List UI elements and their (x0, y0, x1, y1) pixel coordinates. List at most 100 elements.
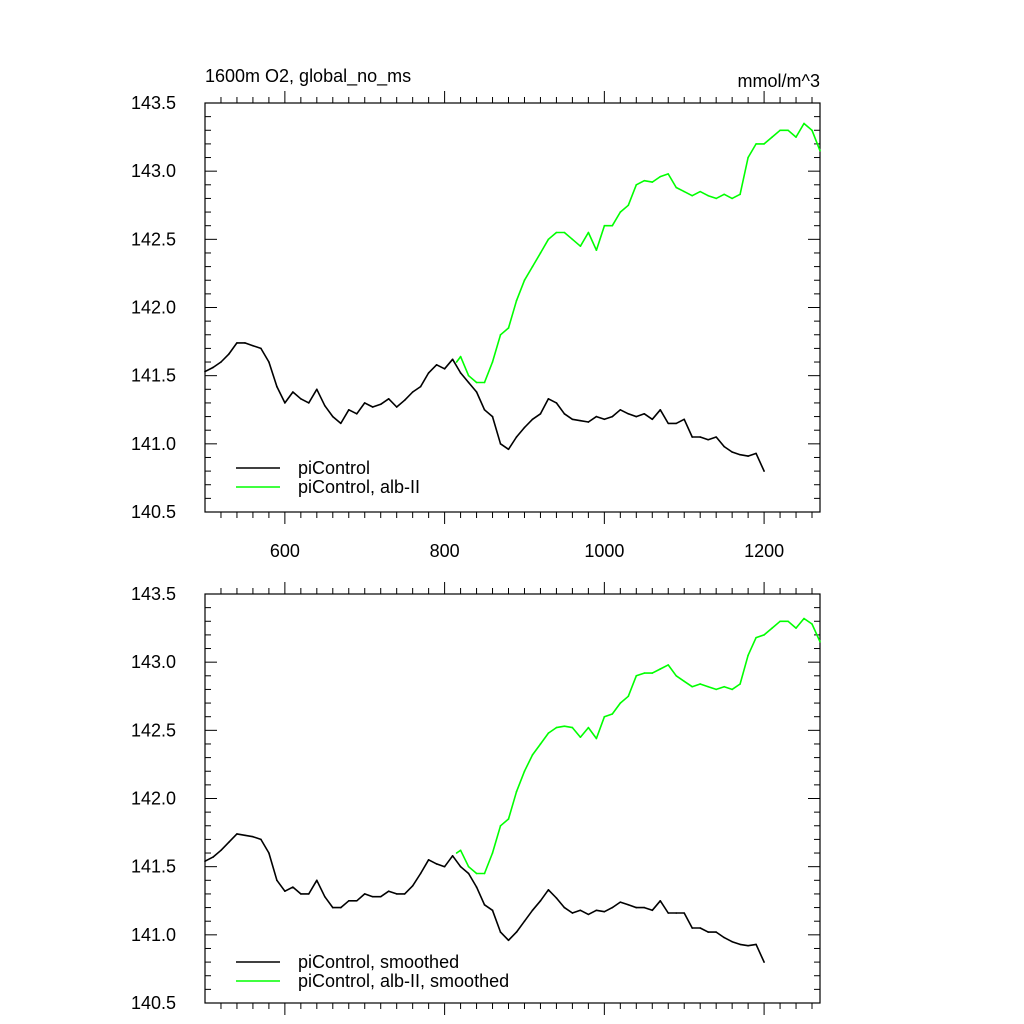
data-point-0 (611, 415, 614, 418)
data-point-0 (491, 415, 494, 418)
data-point-1 (779, 620, 781, 623)
data-point-0 (220, 849, 222, 852)
data-point-0 (539, 899, 542, 902)
data-point-1 (515, 790, 518, 793)
data-point-1 (611, 713, 614, 715)
data-point-0 (395, 893, 398, 895)
data-point-0 (228, 353, 230, 355)
data-point-0 (731, 940, 733, 943)
data-point-0 (276, 385, 278, 388)
data-point-0 (411, 884, 414, 887)
data-point-1 (707, 194, 709, 197)
data-point-0 (747, 944, 749, 947)
data-point-1 (563, 725, 566, 728)
y-tick-label: 142.0 (131, 298, 176, 318)
data-point-0 (459, 865, 462, 868)
data-point-0 (699, 927, 701, 929)
series-line-1 (455, 122, 821, 384)
data-point-1 (747, 156, 749, 159)
chart-title: 1600m O2, global_no_ms (205, 66, 411, 87)
data-point-0 (699, 436, 701, 438)
data-point-0 (228, 841, 230, 843)
data-point-1 (755, 143, 757, 145)
data-point-0 (595, 415, 598, 418)
data-point-1 (635, 184, 638, 186)
data-point-1 (595, 249, 598, 252)
data-point-0 (491, 909, 494, 912)
data-point-0 (763, 961, 765, 963)
legend-label-0: piControl, smoothed (298, 952, 459, 972)
data-point-0 (419, 385, 422, 388)
data-point-0 (268, 852, 270, 854)
data-point-0 (651, 909, 654, 912)
y-tick-label: 140.5 (131, 502, 176, 522)
data-point-0 (523, 920, 526, 922)
data-point-0 (236, 342, 238, 344)
data-point-1 (499, 333, 502, 336)
data-point-1 (459, 355, 462, 358)
plot-frame (204, 593, 821, 1004)
data-point-0 (435, 363, 438, 366)
data-point-1 (643, 179, 646, 182)
data-point-0 (627, 413, 630, 415)
y-tick-label: 143.0 (131, 161, 176, 181)
data-point-0 (379, 403, 382, 406)
data-point-0 (403, 893, 406, 895)
data-point-0 (611, 906, 614, 909)
data-point-0 (363, 893, 366, 895)
legend-label-0: piControl (298, 458, 370, 478)
x-tick-label: 1200 (744, 541, 784, 561)
data-point-1 (619, 702, 622, 704)
data-point-1 (627, 695, 630, 698)
data-point-0 (587, 913, 590, 916)
data-point-1 (803, 617, 805, 620)
data-point-0 (739, 453, 741, 456)
data-point-0 (443, 368, 446, 370)
data-point-1 (787, 620, 789, 623)
data-point-0 (651, 418, 654, 421)
data-point-1 (771, 627, 773, 629)
data-point-0 (715, 931, 717, 933)
data-point-1 (531, 754, 534, 756)
data-point-1 (723, 685, 725, 688)
data-point-1 (539, 743, 542, 745)
data-point-1 (611, 224, 614, 227)
data-point-1 (563, 231, 566, 234)
data-point-1 (579, 245, 582, 247)
y-tick-label: 140.5 (131, 993, 176, 1013)
data-point-1 (523, 279, 526, 282)
data-point-0 (515, 931, 518, 933)
data-point-0 (483, 904, 486, 906)
data-point-1 (571, 238, 574, 241)
data-point-0 (355, 413, 358, 415)
data-point-0 (499, 443, 502, 445)
data-point-1 (539, 252, 542, 254)
data-point-0 (204, 370, 206, 373)
data-point-0 (292, 886, 294, 888)
y-tick-label: 143.5 (131, 584, 176, 604)
data-point-0 (244, 834, 246, 837)
data-point-0 (723, 445, 725, 448)
data-point-1 (683, 680, 686, 683)
data-point-0 (523, 426, 526, 429)
series-line-0 (204, 833, 765, 963)
data-point-0 (395, 406, 398, 408)
y-tick-label: 143.0 (131, 652, 176, 672)
data-point-1 (771, 136, 773, 138)
data-point-1 (747, 654, 749, 657)
data-point-0 (667, 422, 670, 425)
data-point-1 (659, 668, 662, 670)
data-point-0 (707, 931, 709, 933)
data-point-0 (531, 418, 534, 421)
data-point-0 (387, 398, 390, 400)
series-line-1 (456, 617, 821, 875)
data-point-0 (619, 901, 622, 903)
data-point-0 (268, 361, 270, 363)
data-point-1 (467, 374, 470, 377)
data-point-0 (387, 890, 390, 893)
data-point-0 (284, 402, 286, 404)
data-point-1 (651, 672, 654, 674)
data-point-0 (499, 931, 502, 933)
data-point-0 (212, 856, 214, 858)
y-tick-label: 143.5 (131, 93, 176, 113)
